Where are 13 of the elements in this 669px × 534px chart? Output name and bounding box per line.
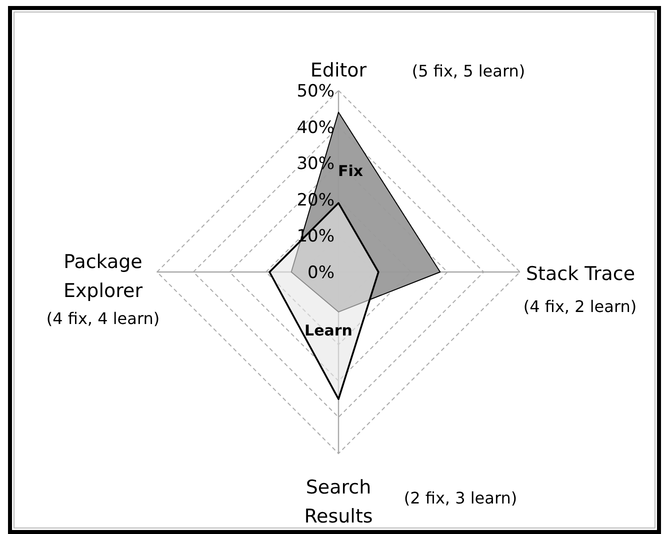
spoke-label: Editor: [310, 60, 367, 82]
y-tick-label: 0%: [308, 263, 334, 283]
spoke-label: Search Results: [304, 476, 373, 528]
spoke-label: Package Explorer: [63, 251, 143, 302]
y-tick-label: 40%: [296, 118, 334, 138]
series-label: Learn: [304, 322, 352, 340]
text: (4 fix, 2 learn): [523, 297, 637, 316]
spoke-label: Stack Trace: [526, 263, 636, 285]
series-label: Fix: [338, 162, 364, 180]
y-tick-label: 50%: [296, 82, 334, 102]
text: (5 fix, 5 learn): [412, 62, 526, 80]
text: (2 fix, 3 learn): [404, 488, 518, 508]
text: (4 fix, 4 learn): [46, 309, 160, 328]
